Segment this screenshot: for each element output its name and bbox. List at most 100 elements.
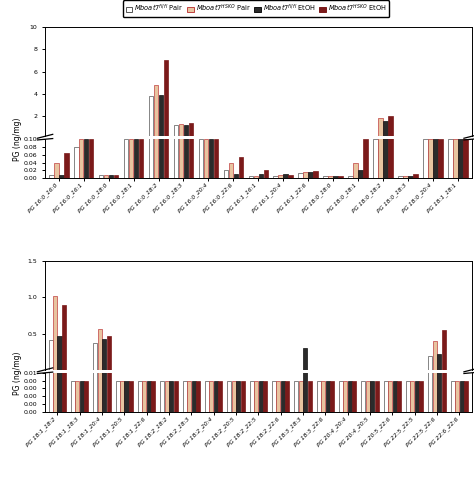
Bar: [383, 0, 388, 178]
Bar: [209, 137, 213, 138]
Bar: [164, 381, 169, 412]
Bar: [281, 381, 285, 412]
Bar: [182, 381, 187, 412]
Bar: [258, 174, 263, 178]
Bar: [147, 381, 151, 412]
Bar: [361, 381, 365, 412]
Bar: [374, 381, 379, 412]
Bar: [323, 176, 328, 178]
Bar: [442, 0, 446, 412]
Bar: [374, 139, 378, 178]
Bar: [458, 137, 463, 138]
Bar: [378, 118, 383, 138]
Bar: [79, 137, 83, 138]
Bar: [48, 340, 53, 370]
Bar: [149, 0, 154, 178]
Bar: [139, 139, 143, 178]
Bar: [339, 381, 343, 412]
Bar: [219, 381, 222, 412]
Bar: [321, 381, 325, 412]
Bar: [459, 381, 464, 412]
Bar: [160, 381, 164, 412]
Bar: [338, 176, 343, 178]
Bar: [254, 176, 258, 178]
Bar: [159, 0, 164, 178]
Bar: [89, 137, 93, 138]
Bar: [173, 381, 178, 412]
Bar: [448, 137, 453, 138]
Bar: [238, 157, 243, 178]
Bar: [89, 139, 93, 178]
Bar: [107, 336, 111, 370]
Bar: [433, 137, 438, 138]
Bar: [294, 381, 298, 412]
Bar: [129, 381, 133, 412]
Bar: [238, 137, 243, 138]
Bar: [348, 176, 353, 178]
Bar: [437, 354, 441, 370]
Bar: [241, 381, 245, 412]
Bar: [415, 381, 419, 412]
Bar: [328, 176, 333, 178]
Bar: [80, 381, 84, 412]
Bar: [363, 139, 368, 178]
Bar: [173, 125, 178, 138]
Bar: [428, 0, 432, 412]
Bar: [353, 163, 358, 178]
Bar: [129, 139, 133, 178]
Bar: [54, 163, 59, 178]
Bar: [299, 174, 303, 178]
Bar: [134, 139, 138, 178]
Bar: [205, 381, 209, 412]
Bar: [383, 381, 388, 412]
Bar: [453, 139, 458, 178]
Bar: [448, 139, 453, 178]
Bar: [285, 381, 290, 412]
Bar: [169, 381, 173, 412]
Bar: [164, 60, 168, 138]
Bar: [433, 139, 438, 178]
Bar: [348, 381, 352, 412]
Bar: [276, 381, 281, 412]
Bar: [142, 381, 146, 412]
Bar: [388, 381, 392, 412]
Bar: [214, 381, 218, 412]
Bar: [333, 176, 338, 178]
Bar: [363, 137, 368, 138]
Bar: [413, 174, 418, 178]
Bar: [184, 125, 188, 138]
Bar: [102, 339, 106, 370]
Bar: [358, 170, 363, 178]
Bar: [326, 381, 329, 412]
Bar: [374, 137, 378, 138]
Bar: [116, 381, 119, 412]
Bar: [442, 330, 446, 370]
Bar: [453, 137, 458, 138]
Bar: [59, 175, 64, 178]
Bar: [419, 381, 423, 412]
Bar: [124, 139, 128, 178]
Bar: [191, 381, 196, 412]
Bar: [423, 139, 428, 178]
Bar: [214, 139, 218, 178]
Bar: [410, 381, 414, 412]
Bar: [84, 381, 89, 412]
Bar: [53, 0, 57, 412]
Bar: [189, 0, 193, 178]
Bar: [129, 137, 133, 138]
Bar: [303, 348, 307, 370]
Bar: [388, 0, 393, 178]
Y-axis label: PG (ng/mg): PG (ng/mg): [13, 351, 22, 395]
Bar: [71, 381, 75, 412]
Bar: [99, 176, 103, 178]
Bar: [458, 139, 463, 178]
Bar: [366, 381, 370, 412]
Bar: [209, 139, 213, 178]
Bar: [408, 176, 413, 178]
Bar: [199, 139, 203, 178]
Bar: [383, 121, 388, 138]
Bar: [303, 172, 308, 178]
Bar: [102, 0, 106, 412]
Bar: [388, 116, 393, 138]
Bar: [62, 0, 66, 412]
